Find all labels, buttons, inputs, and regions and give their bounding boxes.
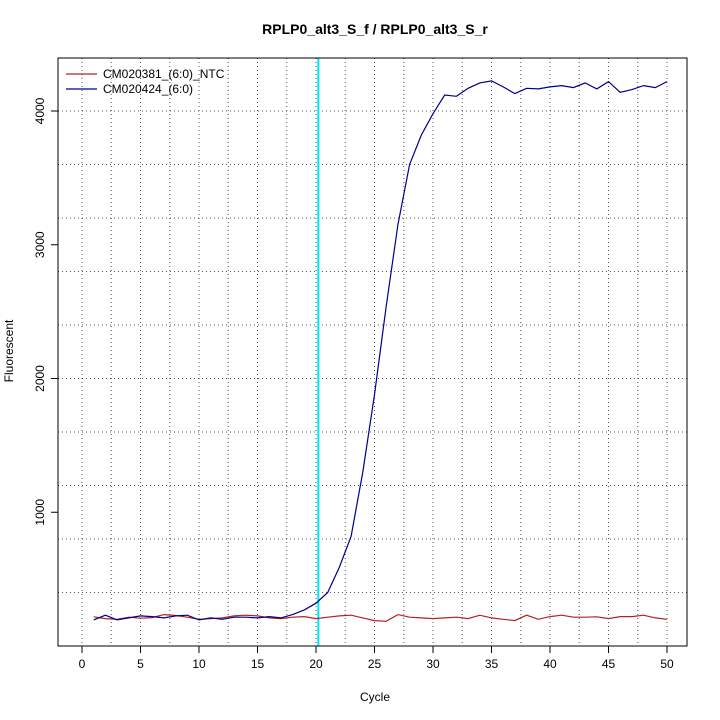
y-tick-label: 3000 [33,231,47,258]
legend-label-1: CM020381_(6:0)_NTC [103,67,225,81]
chart-title: RPLP0_alt3_S_f / RPLP0_alt3_S_r [262,21,488,37]
y-tick-label: 2000 [33,365,47,392]
legend-label-2: CM020424_(6:0) [103,82,193,96]
x-axis-label: Cycle [360,690,390,704]
y-axis: 1000 2000 3000 4000 [33,97,58,526]
x-tick-label: 50 [660,657,674,671]
y-axis-label: Fluorescent [2,319,16,382]
x-tick-label: 25 [368,657,382,671]
plot-frame [57,57,688,647]
x-tick-label: 20 [309,657,323,671]
x-tick-label: 0 [79,657,86,671]
y-tick-label: 1000 [33,499,47,526]
x-tick-label: 30 [426,657,440,671]
x-tick-label: 40 [543,657,557,671]
x-tick-label: 35 [485,657,499,671]
x-tick-label: 15 [251,657,265,671]
x-tick-label: 5 [137,657,144,671]
y-tick-label: 4000 [33,97,47,124]
x-tick-label: 45 [602,657,616,671]
x-tick-label: 10 [192,657,206,671]
grid [58,58,687,646]
series-line-2 [93,80,668,621]
x-axis: 0 5 10 15 20 25 30 35 40 45 50 [79,645,674,671]
series-line-1 [93,613,668,622]
series-group [93,80,668,622]
